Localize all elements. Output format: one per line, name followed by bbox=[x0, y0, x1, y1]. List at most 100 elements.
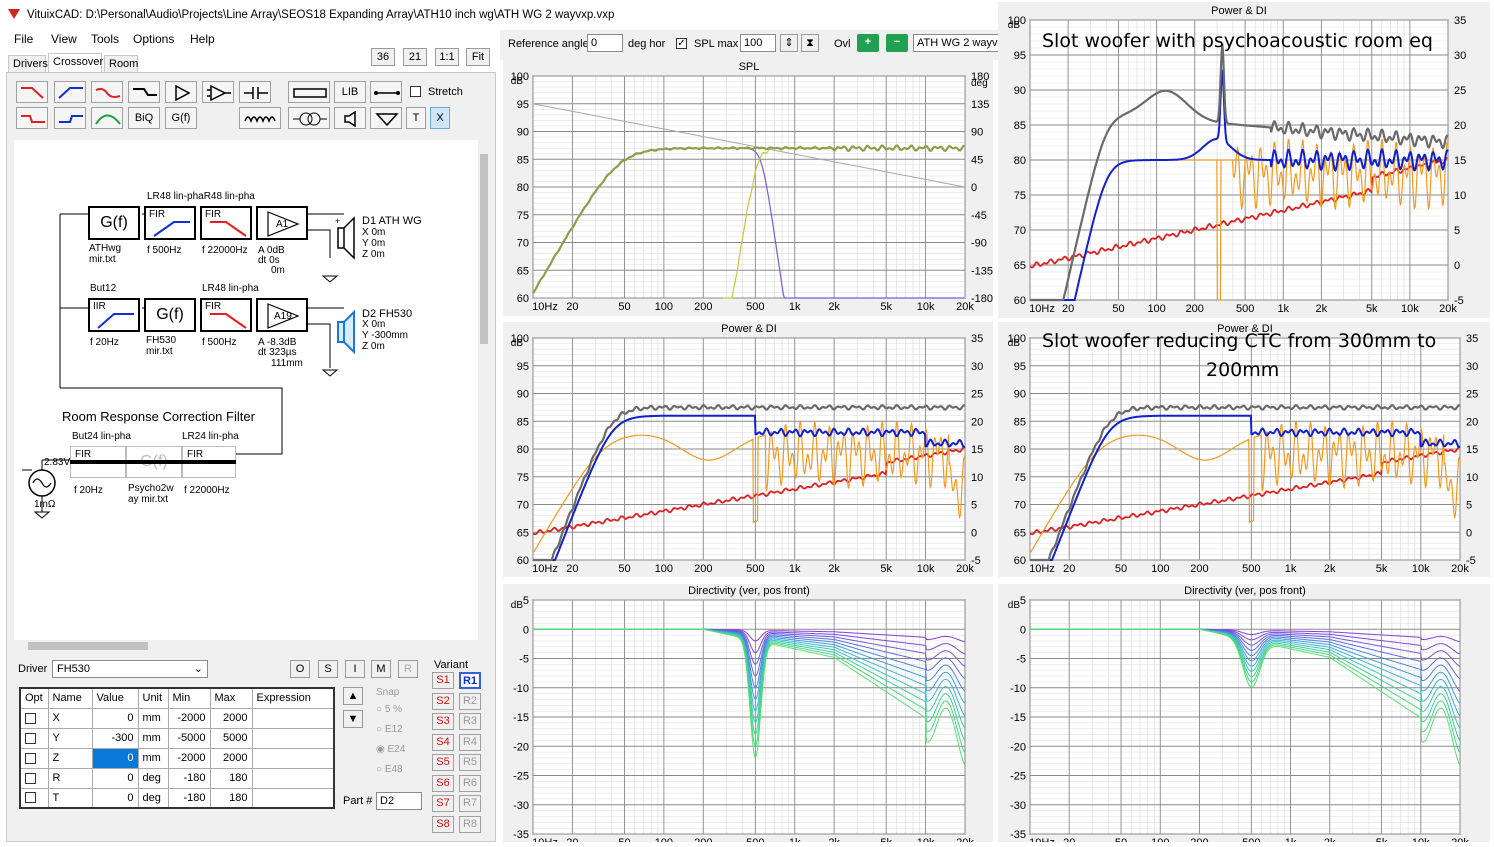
overlay-combo[interactable]: ATH WG 2 wayvxp bbox=[913, 34, 999, 52]
allpass-tool[interactable] bbox=[91, 81, 123, 103]
variant-s7-button[interactable]: S7 bbox=[432, 795, 454, 812]
spl-max-checkbox[interactable]: ✓ bbox=[676, 38, 687, 49]
snap-5-radio[interactable]: ○ 5 % bbox=[376, 704, 403, 715]
variant-r6-button[interactable]: R6 bbox=[459, 774, 481, 792]
power-di-graph-panel-3[interactable]: 100 95 90 85 80 75 70 65 60 35 30 25 20 15 10 5 0 -5 10Hz 2… bbox=[998, 322, 1490, 577]
stretch-checkbox[interactable] bbox=[410, 86, 421, 97]
param-value[interactable]: -300 bbox=[91, 727, 139, 749]
spl-max-input[interactable]: 100 bbox=[740, 34, 776, 52]
highpass2-tool[interactable] bbox=[54, 107, 86, 129]
gf-button[interactable]: G(f) bbox=[165, 107, 197, 129]
variant-r1-button[interactable]: R1 bbox=[459, 672, 481, 689]
buffer-tool[interactable] bbox=[165, 81, 197, 103]
param-expression[interactable] bbox=[251, 747, 335, 769]
fir-lp-block-2[interactable]: FIR bbox=[200, 298, 252, 332]
variant-r3-button[interactable]: R3 bbox=[459, 713, 481, 730]
table-row[interactable]: R 0 deg -180 180 bbox=[19, 767, 335, 789]
opamp-tool[interactable] bbox=[202, 81, 234, 103]
opt-m-button[interactable]: M bbox=[371, 660, 391, 678]
power-di-graph-panel-1[interactable]: 100 95 90 85 80 75 70 65 60 35 30 25 20 15 10 5 0 -5 10Hz 2… bbox=[503, 322, 993, 577]
param-value[interactable]: 0 bbox=[91, 767, 139, 789]
param-max[interactable]: 2000 bbox=[209, 707, 253, 729]
param-expression[interactable] bbox=[251, 707, 335, 729]
driver-d1-icon[interactable]: + bbox=[332, 216, 358, 262]
opt-checkbox[interactable] bbox=[25, 712, 36, 724]
resistor-tool[interactable] bbox=[288, 81, 330, 103]
opt-s-button[interactable]: S bbox=[318, 660, 338, 678]
spl-stepper[interactable]: ⇕ bbox=[780, 34, 798, 52]
spl-graph-panel[interactable]: 100 95 90 85 80 75 70 65 60 180 135 90 45 0 -45 -90 -135… bbox=[503, 60, 993, 316]
param-min[interactable]: -2000 bbox=[167, 747, 211, 769]
variant-r5-button[interactable]: R5 bbox=[459, 754, 481, 771]
snap-e12-radio[interactable]: ○ E12 bbox=[376, 724, 403, 735]
variant-s1-button[interactable]: S1 bbox=[432, 672, 454, 689]
horizontal-scrollbar[interactable] bbox=[14, 640, 478, 652]
menu-view[interactable]: View bbox=[51, 32, 77, 46]
text-tool[interactable]: T bbox=[406, 107, 426, 129]
table-row[interactable]: Y -300 mm -5000 5000 bbox=[19, 727, 335, 749]
capacitor-tool[interactable] bbox=[239, 81, 271, 103]
biquad-button[interactable]: BiQ bbox=[128, 107, 160, 129]
opt-checkbox[interactable] bbox=[25, 772, 36, 784]
zoom-1-1-button[interactable]: 1:1 bbox=[435, 48, 459, 66]
horizontal-scroll-thumb[interactable] bbox=[28, 642, 148, 650]
spl-fit-button[interactable]: ⧗ bbox=[801, 34, 819, 52]
opt-i-button[interactable]: I bbox=[345, 660, 365, 678]
bandpass-tool[interactable] bbox=[91, 107, 123, 129]
menu-file[interactable]: File bbox=[14, 32, 34, 46]
fir-lp-block-1[interactable]: FIR bbox=[200, 206, 252, 240]
part-input[interactable]: D2 bbox=[376, 792, 422, 810]
directivity-graph-1[interactable]: 50-5-10-15-20-25-30-3510Hz20501002005001… bbox=[503, 584, 993, 847]
directivity-graph-2[interactable]: 50-5-10-15-20-25-30-3510Hz20501002005001… bbox=[998, 584, 1490, 847]
zoom-21-button[interactable]: 21 bbox=[403, 48, 427, 66]
overlay-remove-button[interactable]: − bbox=[886, 34, 908, 52]
param-expression[interactable] bbox=[251, 787, 335, 809]
table-row[interactable]: X 0 mm -2000 2000 bbox=[19, 707, 335, 729]
variant-s8-button[interactable]: S8 bbox=[432, 815, 454, 833]
variant-r4-button[interactable]: R4 bbox=[459, 733, 481, 751]
variant-r2-button[interactable]: R2 bbox=[459, 692, 481, 710]
param-value[interactable]: 0 bbox=[91, 707, 139, 729]
variant-s3-button[interactable]: S3 bbox=[432, 713, 454, 730]
param-expression[interactable] bbox=[251, 727, 335, 749]
speaker-tool[interactable] bbox=[334, 107, 366, 129]
wire-tool[interactable] bbox=[370, 81, 402, 103]
tab-room[interactable]: Room bbox=[104, 55, 138, 73]
param-min[interactable]: -180 bbox=[167, 787, 211, 809]
param-max[interactable]: 2000 bbox=[209, 747, 253, 769]
move-down-button[interactable]: ▼ bbox=[343, 710, 363, 728]
vertical-scroll-thumb[interactable] bbox=[480, 154, 488, 344]
amp-block-2[interactable]: A19 bbox=[256, 298, 308, 332]
inductor-tool[interactable] bbox=[239, 107, 281, 129]
driver-d2-icon[interactable] bbox=[332, 310, 358, 356]
variant-r8-button[interactable]: R8 bbox=[459, 815, 481, 833]
lowpass-tool[interactable] bbox=[16, 81, 48, 103]
param-max[interactable]: 180 bbox=[209, 767, 253, 789]
variant-r7-button[interactable]: R7 bbox=[459, 795, 481, 812]
iir-hp-block[interactable]: IIR bbox=[88, 298, 140, 332]
transformer-tool[interactable] bbox=[288, 107, 330, 129]
tab-crossover[interactable]: Crossover bbox=[48, 53, 103, 73]
param-max[interactable]: 180 bbox=[209, 787, 253, 809]
lowpass2-tool[interactable] bbox=[16, 107, 48, 129]
highpass-tool[interactable] bbox=[54, 81, 86, 103]
param-min[interactable]: -5000 bbox=[167, 727, 211, 749]
snap-e24-radio[interactable]: ◉ E24 bbox=[376, 744, 406, 755]
menu-tools[interactable]: Tools bbox=[91, 32, 120, 46]
move-up-button[interactable]: ▲ bbox=[343, 687, 363, 705]
driver-select[interactable]: FH530 ⌄ bbox=[52, 660, 208, 678]
fir-hp-block-1[interactable]: FIR bbox=[144, 206, 196, 240]
opt-checkbox[interactable] bbox=[25, 752, 36, 764]
snap-e48-radio[interactable]: ○ E48 bbox=[376, 764, 403, 775]
tab-drivers[interactable]: Drivers bbox=[8, 55, 48, 73]
directivity-graph-panel-1[interactable]: 50-5-10-15-20-25-30-3510Hz20501002005001… bbox=[503, 584, 993, 847]
x-tool[interactable]: X bbox=[430, 107, 450, 129]
shelf-tool[interactable] bbox=[128, 81, 160, 103]
directivity-graph-panel-2[interactable]: 50-5-10-15-20-25-30-3510Hz20501002005001… bbox=[998, 584, 1490, 847]
param-value[interactable]: 0 bbox=[91, 787, 139, 809]
spl-graph[interactable]: 100 95 90 85 80 75 70 65 60 180 135 90 45 0 -45 -90 -135… bbox=[503, 60, 993, 316]
ref-angle-input[interactable]: 0 bbox=[587, 34, 623, 52]
variant-s4-button[interactable]: S4 bbox=[432, 733, 454, 751]
